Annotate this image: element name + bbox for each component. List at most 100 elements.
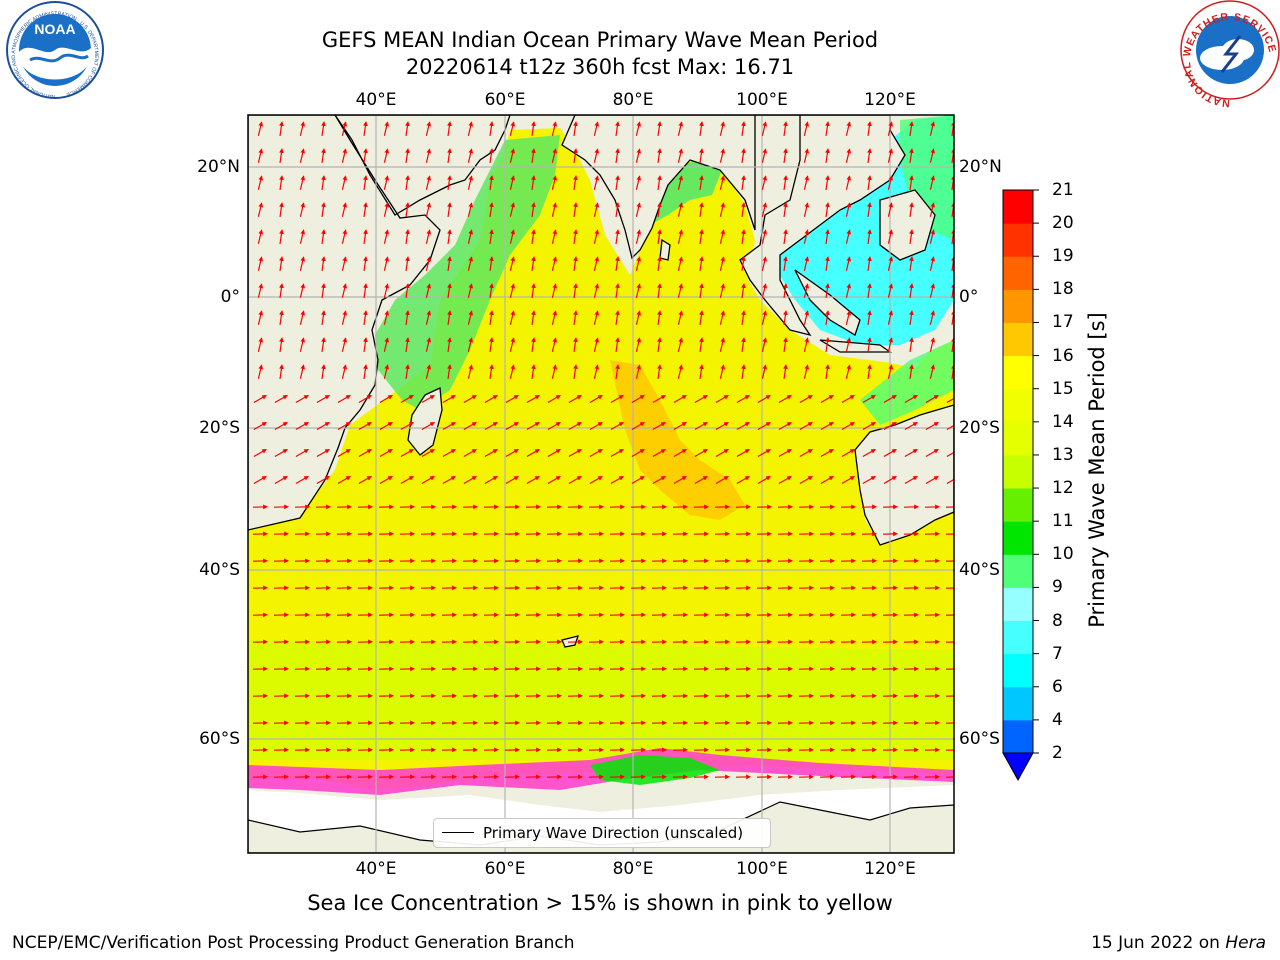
wave-arrow xyxy=(825,229,830,244)
wave-arrow xyxy=(299,283,306,298)
wave-arrow xyxy=(677,202,684,217)
wave-arrow xyxy=(699,229,704,244)
green-band-south xyxy=(248,640,954,760)
wave-arrow xyxy=(447,175,452,190)
wave-arrow xyxy=(299,175,306,190)
colorbar-tick-label: 6 xyxy=(1052,676,1063,697)
wave-arrow xyxy=(489,202,494,217)
wave-arrow xyxy=(299,364,306,379)
wave-arrow xyxy=(467,121,474,136)
wave-arrow xyxy=(421,475,435,485)
wave-arrow xyxy=(820,448,834,458)
wave-arrow xyxy=(363,229,368,244)
wave-arrow xyxy=(253,448,267,458)
colorbar-cell xyxy=(1003,488,1033,522)
wave-arrow xyxy=(719,310,726,325)
wave-arrow xyxy=(573,148,578,163)
wave-arrow xyxy=(551,256,558,271)
madagascar xyxy=(407,387,443,456)
colorbar-cell xyxy=(1003,454,1033,489)
wave-arrow xyxy=(467,202,474,217)
wave-arrow xyxy=(442,448,456,458)
wave-arrow xyxy=(799,448,813,458)
wave-arrow xyxy=(615,283,620,298)
wave-arrow xyxy=(383,229,390,244)
wave-arrow xyxy=(929,337,936,352)
wave-arrow xyxy=(946,478,954,485)
wave-arrow xyxy=(929,175,936,190)
wave-arrow xyxy=(883,448,897,458)
wave-arrow xyxy=(699,337,704,352)
sumatra xyxy=(794,269,861,336)
wave-arrow xyxy=(719,229,726,244)
wave-arrow xyxy=(803,175,810,190)
lon-label-top: 100°E xyxy=(736,90,788,110)
wave-arrow xyxy=(405,121,410,136)
wave-arrow xyxy=(383,148,390,163)
wave-arrow xyxy=(421,421,435,431)
wave-arrow xyxy=(383,364,390,379)
wave-arrow xyxy=(825,202,830,217)
wave-arrow xyxy=(593,337,600,352)
wave-arrow xyxy=(295,394,309,404)
wave-arrow xyxy=(929,121,936,136)
wave-arrow xyxy=(551,310,558,325)
wave-arrow xyxy=(341,229,348,244)
wave-arrow xyxy=(463,421,477,431)
wave-arrow xyxy=(551,229,558,244)
wave-arrow xyxy=(341,256,348,271)
wave-arrow xyxy=(363,364,368,379)
wave-arrow xyxy=(489,337,494,352)
lat-label-left: 20°S xyxy=(199,418,240,438)
wave-arrow xyxy=(867,364,872,379)
colorbar-tick-label: 4 xyxy=(1052,709,1063,730)
wave-arrow xyxy=(425,148,432,163)
wave-arrow xyxy=(841,448,855,458)
wave-arrow xyxy=(783,364,788,379)
wave-arrow xyxy=(299,121,306,136)
wave-arrow xyxy=(257,310,264,325)
wave-arrow xyxy=(783,337,788,352)
wave-arrow xyxy=(363,283,368,298)
wave-arrow xyxy=(253,421,267,431)
wave-arrow xyxy=(783,283,788,298)
wave-arrow xyxy=(593,364,600,379)
wave-arrow xyxy=(699,121,704,136)
wave-arrow xyxy=(761,364,768,379)
wave-arrow xyxy=(509,283,516,298)
wave-arrow xyxy=(909,148,914,163)
wave-arrow xyxy=(363,121,368,136)
colorbar-tick-label: 10 xyxy=(1052,544,1074,565)
wave-arrow xyxy=(867,121,872,136)
wave-arrow xyxy=(400,448,414,458)
wave-arrow xyxy=(825,283,830,298)
wave-arrow xyxy=(761,121,768,136)
wave-arrow xyxy=(383,256,390,271)
wave-arrow xyxy=(925,421,939,431)
wave-arrow xyxy=(741,148,746,163)
wave-arrow xyxy=(589,448,603,458)
wave-arrow xyxy=(551,148,558,163)
wave-arrow xyxy=(341,148,348,163)
wave-arrow xyxy=(631,475,645,485)
wave-arrow xyxy=(509,337,516,352)
wave-arrow xyxy=(761,202,768,217)
wave-arrow xyxy=(635,364,642,379)
legend-line-swatch xyxy=(442,832,474,833)
wave-arrow xyxy=(573,364,578,379)
wave-arrow xyxy=(383,175,390,190)
wave-arrow xyxy=(593,283,600,298)
colorbar-cell xyxy=(1003,587,1033,622)
wave-arrow xyxy=(761,175,768,190)
wave-arrow xyxy=(531,121,536,136)
wave-arrow xyxy=(489,310,494,325)
wave-arrow xyxy=(909,202,914,217)
colorbar-cell xyxy=(1003,554,1033,588)
wave-arrow xyxy=(568,448,582,458)
lon-label-bottom: 120°E xyxy=(864,859,916,879)
wave-arrow xyxy=(363,202,368,217)
wave-arrow xyxy=(652,475,666,485)
lat-label-right: 20°N xyxy=(959,157,1002,177)
wave-arrow xyxy=(447,337,452,352)
wave-arrow xyxy=(615,202,620,217)
